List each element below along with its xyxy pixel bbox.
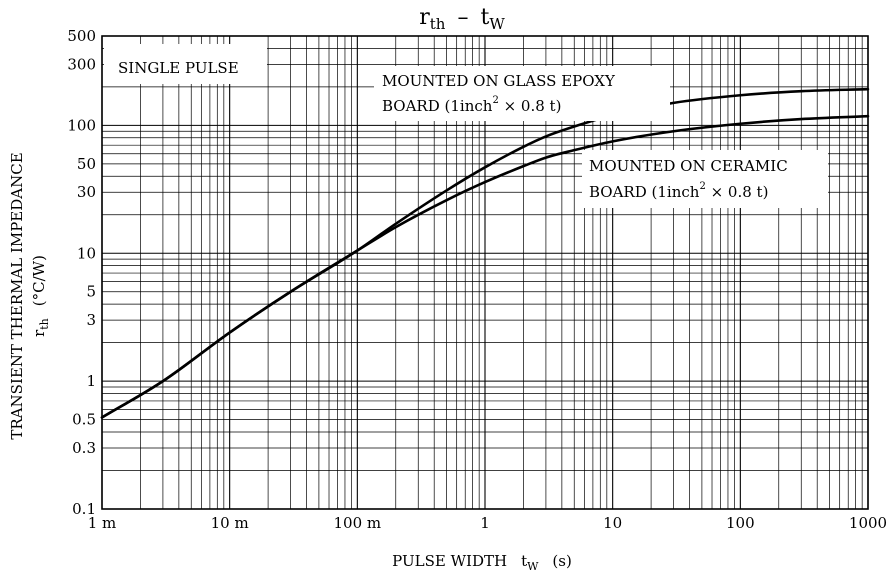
y-tick-label: 10: [77, 244, 96, 262]
y-tick-label: 1: [86, 372, 96, 390]
x-axis-label: PULSE WIDTH tW (s): [392, 552, 572, 573]
y-tick-label: 0.1: [72, 500, 96, 518]
y-tick-label: 30: [77, 183, 96, 201]
x-tick-label: 1: [480, 514, 490, 532]
y-tick-label: 50: [77, 155, 96, 173]
y-axis-label-group: TRANSIENT THERMAL IMPEDANCE: [8, 152, 26, 439]
glass-epoxy-label-line1: MOUNTED ON GLASS EPOXY: [382, 72, 616, 90]
y-tick-label: 300: [67, 55, 96, 73]
glass-epoxy-label-line2: BOARD (1inch2 × 0.8 t): [382, 95, 561, 115]
single-pulse-label-bg: [104, 44, 267, 84]
curves: [100, 87, 870, 419]
x-tick-labels: 1 m 10 m 100 m 1 10 100 1000: [88, 514, 887, 532]
chart-title: rth – tW: [419, 5, 505, 33]
y-tick-label: 0.5: [72, 411, 96, 429]
x-tick-label: 10 m: [211, 514, 249, 532]
y-axis-label-line2: rth(°C/W): [30, 255, 51, 337]
y-tick-label: 3: [86, 311, 96, 329]
y-tick-label: 5: [86, 283, 96, 301]
x-tick-label: 100 m: [334, 514, 382, 532]
y-tick-label: 100: [67, 116, 96, 134]
y-tick-label: 0.3: [72, 439, 96, 457]
x-tick-label: 10: [603, 514, 622, 532]
ceramic-label-bg: [582, 150, 828, 208]
glass-epoxy-label-bg: [374, 66, 670, 121]
plot-frame: [101, 35, 869, 510]
x-tick-label: 1000: [849, 514, 887, 532]
x-tick-label: 1 m: [88, 514, 117, 532]
y-tick-label: 500: [67, 27, 96, 45]
ceramic-label-line2: BOARD (1inch2 × 0.8 t): [589, 181, 768, 201]
single-pulse-label: SINGLE PULSE: [118, 59, 239, 77]
series-line-ceramic: [100, 114, 870, 419]
y-axis-label-line1: TRANSIENT THERMAL IMPEDANCE: [8, 152, 26, 439]
ceramic-label-line1: MOUNTED ON CERAMIC: [589, 157, 788, 175]
y-tick-labels: 0.1 0.3 0.5 1 3 5 10 30 50 100 300 500: [67, 27, 96, 518]
x-tick-label: 100: [726, 514, 755, 532]
y-axis-label-group-2: rth(°C/W): [30, 255, 51, 337]
